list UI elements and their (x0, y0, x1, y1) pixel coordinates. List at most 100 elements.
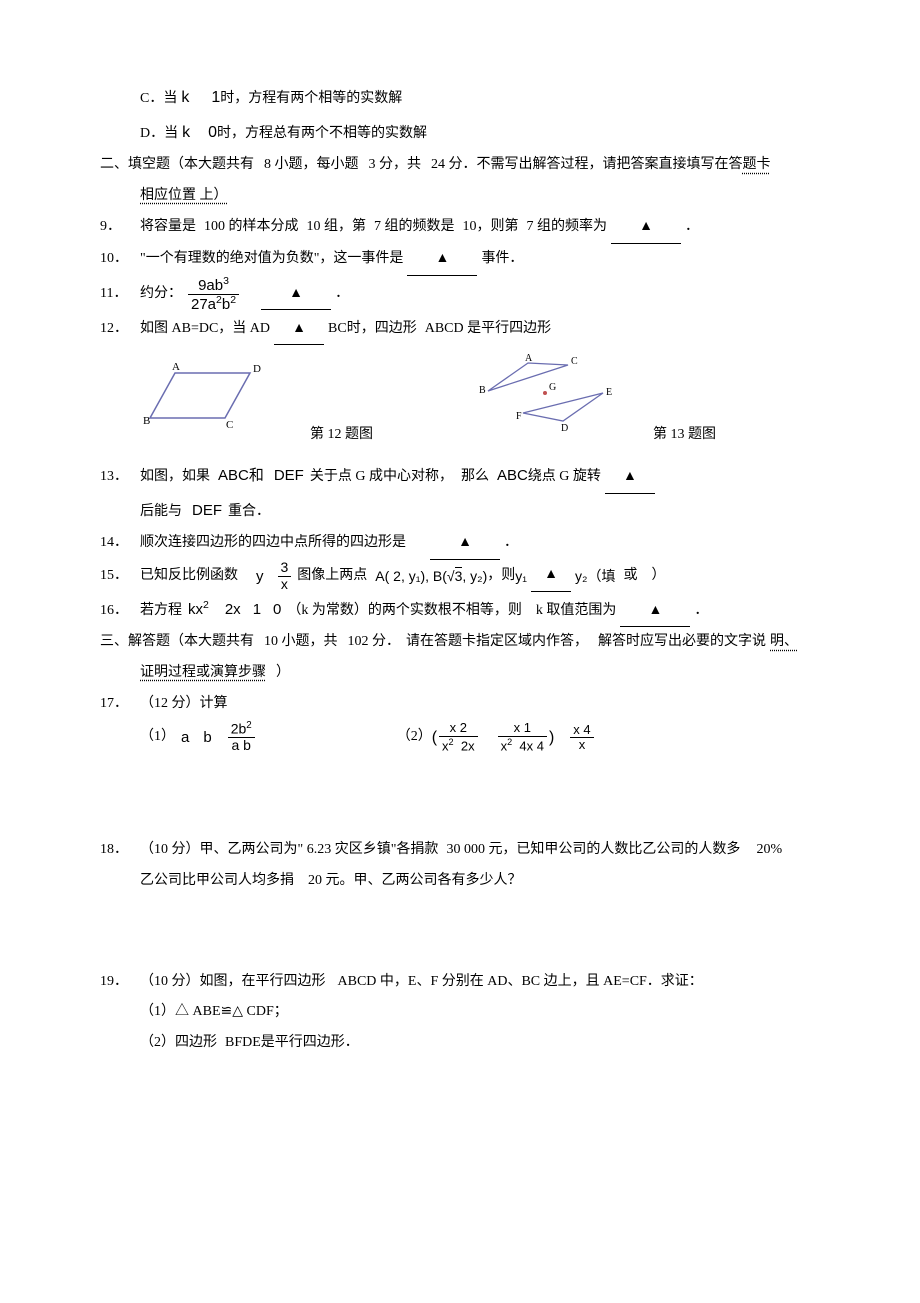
question-11: 11． 约分： 9ab3 27a2b2 ． (100, 276, 820, 314)
eq: 1 (253, 593, 261, 626)
fraction: x 2 x2 2x (439, 721, 478, 753)
text: 约分： (140, 279, 182, 310)
text: 若方程 (140, 596, 182, 627)
vspace (100, 755, 820, 835)
answer-blank (620, 596, 690, 628)
answer-blank (611, 212, 681, 244)
text: y₁ (515, 561, 527, 592)
eq: 0 (273, 593, 281, 626)
text: 或 (623, 561, 637, 592)
vspace (100, 897, 820, 967)
text: y₂（填 (575, 561, 615, 592)
text: （10 分）甲、乙两公司为" 6.23 灾区乡镇"各捐款 (140, 835, 438, 866)
text: 后能与 (140, 497, 182, 528)
answer-blank (605, 462, 655, 494)
answer-blank (261, 279, 331, 311)
text: ． (694, 596, 708, 627)
text: "一个有理数的绝对值为负数"，这一事件是 (140, 244, 403, 275)
text: A( 2, y₁), B( (375, 561, 447, 592)
text: 证明过程或演算步骤 (140, 658, 266, 689)
text: 100 的样本分成 (204, 212, 299, 243)
text: 明、 (770, 627, 798, 658)
text: ABCD 是平行四边形 (425, 314, 551, 345)
text: ． (504, 528, 518, 559)
text: BFDE是平行四边形． (225, 1028, 359, 1059)
answer-blank (430, 528, 500, 560)
text: （k 为常数）的两个实数根不相等，则 (287, 596, 522, 627)
text: 8 小题，每小题 (264, 150, 359, 181)
question-18: 18． （10 分）甲、乙两公司为" 6.23 灾区乡镇"各捐款 30 000 … (100, 835, 820, 866)
question-number: 13． (100, 462, 140, 493)
section-2-header: 二、填空题（本大题共有 8 小题，每小题 3 分，共 24 分．不需写出解答过程… (100, 150, 820, 181)
option-c: C．当 k 1 时，方程有两个相等的实数解 (100, 80, 820, 115)
text: 绕点 G 旋转 (528, 462, 601, 493)
text: k 取值范围为 (536, 596, 617, 627)
text: BC时，四边形 (328, 314, 417, 345)
label: （1） (140, 722, 175, 753)
section-3-header-line2: 证明过程或演算步骤 ） (100, 658, 820, 689)
svg-text:F: F (516, 411, 522, 422)
figures-row: A D B C 第 12 题图 A C B G E F D 第 13 题图 (140, 353, 820, 451)
text: 10 组，第 (307, 212, 367, 243)
text: ） (651, 561, 665, 592)
eq: kx2 (188, 593, 209, 626)
question-number: 14． (100, 528, 140, 559)
value: 0 (208, 115, 217, 150)
text: 那么 (461, 462, 489, 493)
fraction: 2b2 a b (228, 721, 255, 753)
text: , y₂) (462, 561, 487, 592)
central-symmetry-icon: A C B G E F D (473, 353, 623, 438)
figure-12-label: 第 12 题图 (310, 420, 373, 451)
sqrt: √3 (447, 561, 462, 592)
svg-text:B: B (143, 415, 150, 427)
question-number: 16． (100, 596, 140, 627)
svg-text:G: G (549, 382, 556, 393)
text: 30 000 元，已知甲公司的人数比乙公司的人数多 (446, 835, 740, 866)
text: （2）四边形 (140, 1028, 217, 1059)
text: （1）△ ABE≌△ CDF； (140, 997, 288, 1028)
question-number: 9． (100, 212, 140, 243)
text: ． (685, 212, 699, 243)
text: 7 组的频率为 (527, 212, 608, 243)
text: 3 分，共 (369, 150, 422, 181)
text: 重合． (228, 497, 270, 528)
question-17-subparts: （1） a b 2b2 a b （2） ( x 2 x2 2x x 1 x2 4… (140, 720, 820, 755)
option-d: D．当 k 0 时，方程总有两个不相等的实数解 (100, 115, 820, 150)
fraction: 3 x (278, 560, 292, 592)
text: ABC和 (218, 459, 264, 492)
question-19-line3: （2）四边形 BFDE是平行四边形． (100, 1028, 820, 1059)
text: 三、解答题（本大题共有 (100, 627, 254, 658)
svg-text:E: E (606, 387, 612, 398)
eq: 2x (225, 593, 241, 626)
variable-k: k (182, 115, 190, 150)
svg-text:A: A (525, 353, 533, 364)
text: 时，方程总有两个不相等的实数解 (217, 119, 427, 150)
text: 事件． (481, 244, 523, 275)
question-19: 19． （10 分）如图，在平行四边形 ABCD 中，E、F 分别在 AD、BC… (100, 967, 820, 998)
question-9: 9． 将容量是 100 的样本分成 10 组，第 7 组的频数是 10，则第 7… (100, 212, 820, 244)
text: 24 分．不需写出解答过程，请把答案直接填写在答 (431, 150, 743, 181)
text: （10 分）如图，在平行四边形 (140, 967, 326, 998)
text: 解答时应写出必要的文字说 (598, 627, 766, 658)
text: 如图，如果 (140, 462, 210, 493)
question-number: 17． (100, 689, 140, 720)
question-14: 14． 顺次连接四边形的四边中点所得的四边形是 ． (100, 528, 820, 560)
answer-blank (531, 560, 571, 592)
text: 102 分． (348, 627, 401, 658)
variable-k: k (181, 80, 189, 115)
q17-part1: （1） a b 2b2 a b (140, 721, 257, 754)
question-number: 15． (100, 561, 140, 592)
parallelogram-icon: A D B C (140, 358, 280, 438)
figure-12: A D B C (140, 358, 280, 451)
text: 10，则第 (463, 212, 519, 243)
text: 已知反比例函数 (140, 561, 238, 592)
text: D．当 (140, 119, 178, 150)
text-underline: 相应位置 上） (140, 181, 228, 212)
question-12: 12． 如图 AB=DC，当 AD BC时，四边形 ABCD 是平行四边形 (100, 314, 820, 346)
text: C．当 (140, 84, 177, 115)
fraction: x 1 x2 4x 4 (498, 721, 547, 753)
text: 7 组的频数是 (374, 212, 455, 243)
fraction: x 4 x (570, 723, 593, 753)
section-3-header: 三、解答题（本大题共有 10 小题，共 102 分． 请在答题卡指定区域内作答，… (100, 627, 820, 658)
svg-text:B: B (479, 385, 486, 396)
